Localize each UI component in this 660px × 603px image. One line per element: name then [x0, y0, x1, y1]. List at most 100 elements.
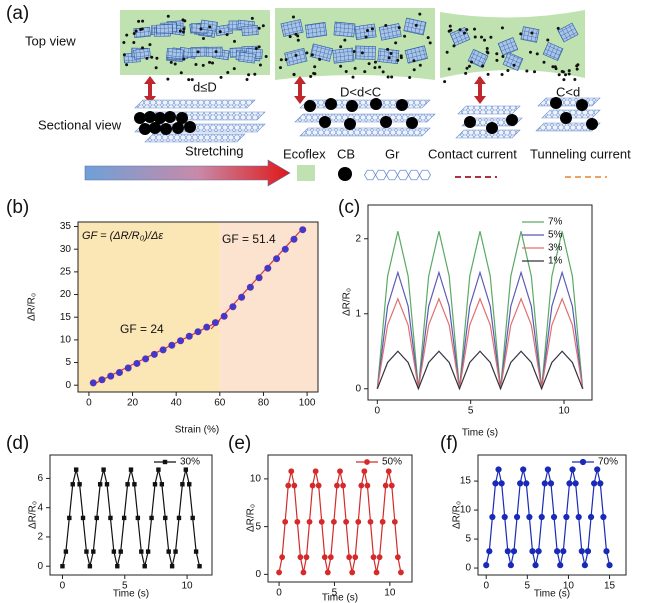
data-point: [121, 515, 127, 521]
carbon-black-dot: [525, 69, 529, 73]
carbon-black-dot: [140, 46, 144, 50]
data-point: [238, 293, 246, 301]
carbon-black-dot: [284, 58, 288, 62]
carbon-black-dot: [519, 32, 523, 36]
shaded-region: [78, 222, 220, 392]
carbon-black-dot: [408, 76, 412, 80]
x-tick-label: 10: [558, 406, 570, 417]
data-point: [139, 549, 144, 554]
carbon-black-particle: [149, 122, 161, 134]
graphene-flake: [332, 47, 355, 64]
data-point: [554, 548, 561, 555]
graphene-flake: [241, 25, 259, 37]
y-tick-label: 5: [65, 357, 71, 368]
data-point: [569, 466, 576, 473]
annotation: GF = (ΔR/R₀)/Δε: [82, 230, 163, 242]
carbon-black-dot: [378, 65, 382, 69]
x-tick-label: 15: [604, 581, 616, 592]
data-point: [70, 482, 75, 487]
legend-swatch: [386, 169, 398, 181]
plot-frame: [49, 454, 213, 576]
y-axis-label: ΔR/R₀: [452, 501, 463, 529]
x-tick-label: 0: [86, 398, 92, 409]
x-tick-label: 0: [483, 581, 489, 592]
carbon-black-dot: [313, 65, 317, 69]
data-point: [321, 554, 328, 561]
plot-frame: [267, 454, 413, 583]
carbon-black-dot: [542, 60, 546, 64]
graphene-layer: [134, 99, 256, 109]
x-tick-label: 0: [375, 406, 381, 417]
carbon-black-dot: [125, 63, 129, 67]
data-point: [376, 554, 383, 561]
carbon-black-dot: [313, 72, 317, 76]
graphene-flake: [557, 22, 579, 43]
annotation: GF = 24: [120, 322, 164, 336]
legend-label: 50%: [382, 457, 402, 468]
carbon-black-dot: [489, 35, 493, 39]
y-tick-label: 0: [465, 563, 471, 574]
x-axis-label: Time (s): [462, 428, 498, 439]
carbon-black-dot: [134, 29, 138, 33]
graphene-flake: [542, 41, 564, 62]
x-tick-label: 100: [299, 398, 316, 409]
carbon-black-dot: [179, 71, 183, 75]
y-tick-label: 0: [37, 561, 43, 572]
data-point: [550, 513, 558, 521]
carbon-black-dot: [125, 33, 129, 37]
legend-text: Ecoflex: [283, 146, 326, 161]
carbon-black-dot: [309, 75, 313, 79]
data-point: [159, 482, 165, 487]
data-point: [486, 548, 493, 555]
carbon-black-dot: [485, 47, 489, 51]
carbon-black-dot: [225, 33, 229, 37]
data-point: [572, 480, 579, 487]
data-point: [290, 235, 298, 243]
data-point: [361, 468, 368, 475]
carbon-black-dot: [257, 45, 261, 49]
y-tick-label: 15: [460, 476, 472, 487]
carbon-black-dot: [219, 75, 223, 79]
carbon-black-dot: [389, 51, 393, 55]
carbon-black-dot: [137, 19, 141, 23]
y-axis-label: ΔR/R₀: [342, 288, 353, 316]
data-point: [398, 569, 404, 576]
data-point: [190, 515, 195, 521]
data-point: [340, 482, 346, 489]
graphene-flake: [403, 17, 427, 36]
legend-swatch: [297, 165, 315, 181]
data-point: [107, 372, 115, 380]
x-tick-label: 10: [182, 581, 194, 592]
carbon-black-particle: [144, 111, 156, 123]
carbon-black-dot: [467, 64, 471, 68]
data-point: [388, 482, 395, 489]
x-tick-label: 0: [60, 581, 66, 592]
data-point: [180, 482, 185, 487]
graphene-flake: [304, 22, 328, 39]
carbon-black-dot: [166, 77, 170, 81]
carbon-black-dot: [500, 73, 504, 77]
carbon-black-dot: [387, 56, 391, 60]
plot-frame: [367, 204, 593, 401]
carbon-black-dot: [399, 54, 403, 58]
data-point: [526, 513, 533, 521]
data-point: [560, 548, 567, 555]
data-point: [597, 480, 604, 487]
data-point: [77, 482, 82, 487]
x-tick-label: 20: [127, 398, 139, 409]
carbon-black-particle: [380, 116, 392, 128]
carbon-black-dot: [367, 62, 371, 66]
data-point: [299, 226, 307, 234]
data-point: [541, 480, 548, 487]
carbon-black-dot: [458, 28, 462, 32]
carbon-black-dot: [208, 60, 212, 64]
carbon-black-particle: [319, 116, 331, 128]
carbon-black-dot: [575, 67, 579, 71]
carbon-black-dot: [443, 80, 447, 84]
carbon-black-dot: [394, 41, 398, 45]
data-point: [132, 482, 137, 487]
carbon-black-dot: [261, 24, 265, 28]
carbon-black-dot: [288, 35, 292, 39]
carbon-black-dot: [305, 51, 309, 55]
x-tick-label: 0: [276, 588, 282, 599]
